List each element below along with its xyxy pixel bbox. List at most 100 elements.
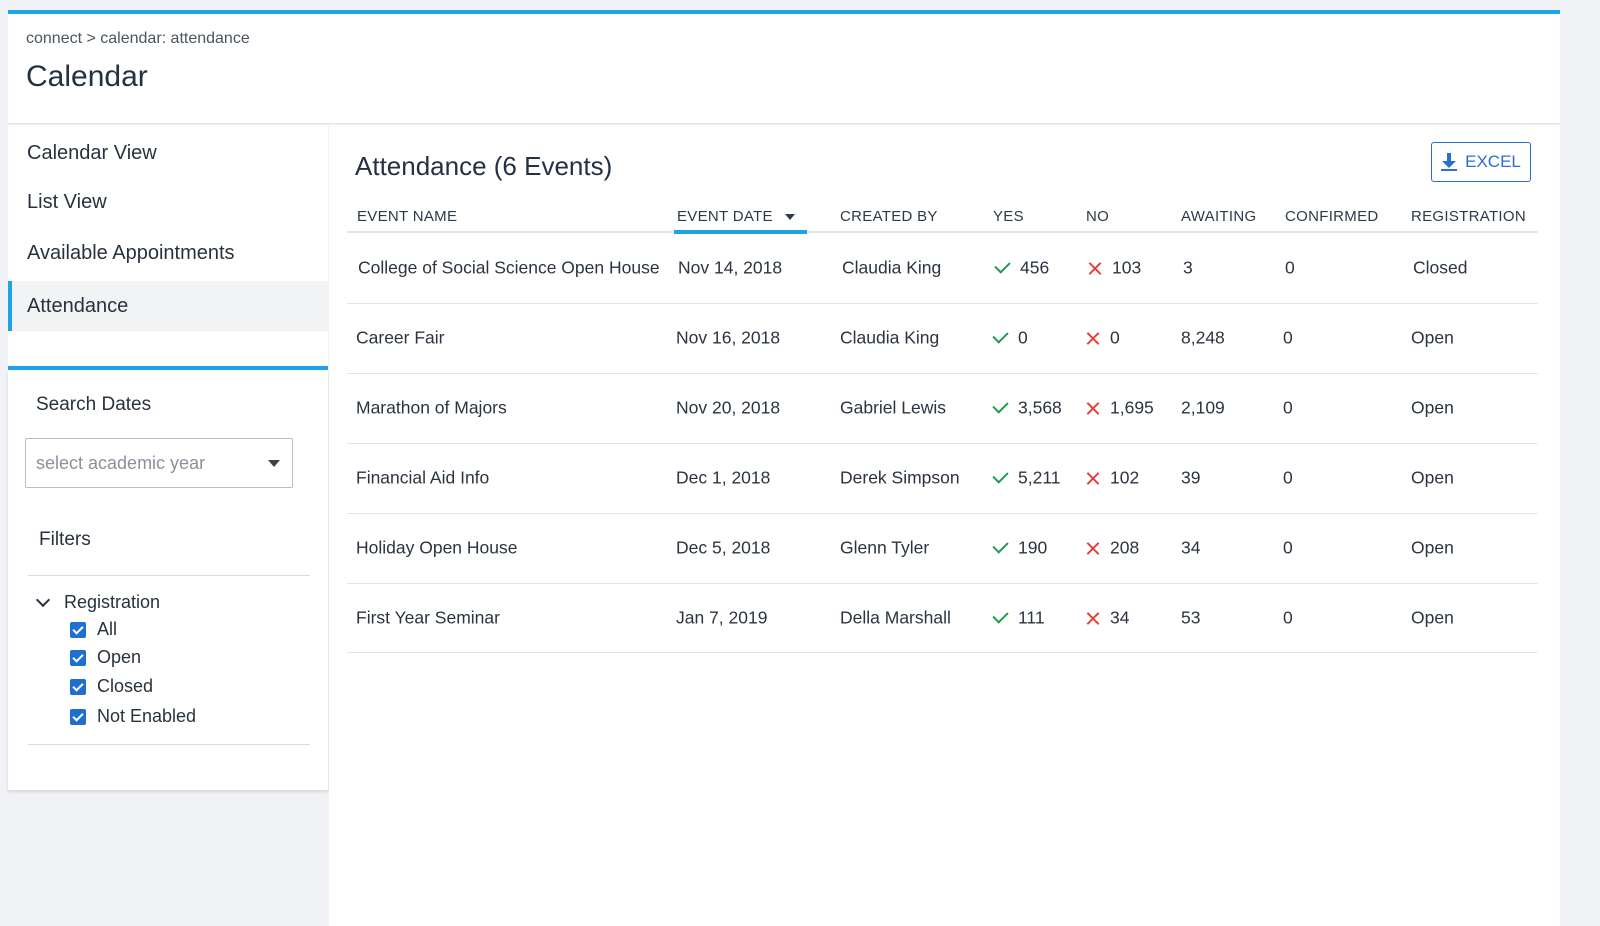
close-x-icon <box>1086 541 1100 555</box>
yes-count-cell: 5,211 <box>992 467 1061 489</box>
breadcrumb: connect > calendar: attendance <box>26 30 250 47</box>
no-count-cell: 102 <box>1086 468 1139 489</box>
column-header-event-date[interactable]: EVENT DATE <box>677 208 795 225</box>
sort-indicator-underline <box>674 230 807 234</box>
row-divider <box>347 652 1538 653</box>
yes-count: 0 <box>1018 327 1028 348</box>
check-icon <box>994 257 1011 274</box>
check-icon <box>992 607 1009 624</box>
column-header-no[interactable]: NO <box>1086 208 1110 225</box>
search-dates-label: Search Dates <box>36 394 152 415</box>
registration-status-cell: Closed <box>1413 257 1468 278</box>
created-by-cell: Glenn Tyler <box>840 537 930 558</box>
awaiting-cell: 34 <box>1181 537 1201 558</box>
sidebar-item-list-view[interactable]: List View <box>27 190 107 213</box>
no-count: 208 <box>1110 537 1140 558</box>
no-count-cell: 34 <box>1086 608 1129 629</box>
table-header-divider <box>347 231 1538 233</box>
caret-down-icon <box>268 460 280 467</box>
registration-group-toggle[interactable]: Registration <box>35 592 161 613</box>
column-header-event-name[interactable]: EVENT NAME <box>357 208 458 225</box>
row-divider <box>347 513 1538 514</box>
registration-group-label: Registration <box>64 592 161 612</box>
sidebar-divider <box>8 366 328 370</box>
filter-checkbox-closed[interactable]: Closed <box>70 676 153 697</box>
confirmed-cell: 0 <box>1283 537 1293 558</box>
column-header-awaiting[interactable]: AWAITING <box>1181 208 1257 225</box>
check-icon <box>992 537 1009 554</box>
table-row[interactable]: College of Social Science Open House Nov … <box>347 233 1538 303</box>
registration-status-cell: Open <box>1411 397 1454 418</box>
registration-status-cell: Open <box>1411 607 1454 628</box>
checkbox-checked-icon <box>70 649 86 666</box>
filter-option-label: Open <box>97 647 142 667</box>
column-header-created-by[interactable]: CREATED BY <box>840 208 938 225</box>
column-header-registration[interactable]: REGISTRATION <box>1411 208 1526 225</box>
close-x-icon <box>1086 331 1100 345</box>
check-icon <box>992 467 1009 484</box>
yes-count-cell: 0 <box>992 327 1028 349</box>
sidebar-nav: Calendar View List View Available Appoin… <box>8 125 328 368</box>
yes-count-cell: 111 <box>992 607 1045 629</box>
yes-count-cell: 190 <box>992 537 1047 559</box>
sidebar-item-available-appointments[interactable]: Available Appointments <box>27 241 235 264</box>
confirmed-cell: 0 <box>1283 467 1293 488</box>
yes-count: 3,568 <box>1018 397 1062 418</box>
event-date-cell: Dec 1, 2018 <box>676 467 771 488</box>
sidebar-item-attendance[interactable]: Attendance <box>8 281 328 331</box>
yes-count-cell: 456 <box>994 257 1050 279</box>
table-row[interactable]: Financial Aid Info Dec 1, 2018 Derek Simps… <box>347 443 1538 513</box>
filter-checkbox-not-enabled[interactable]: Not Enabled <box>70 706 196 727</box>
no-count: 0 <box>1110 327 1120 348</box>
filter-option-label: Not Enabled <box>97 706 197 726</box>
column-header-confirmed[interactable]: CONFIRMED <box>1285 208 1379 225</box>
table-row[interactable]: Marathon of Majors Nov 20, 2018 Gabriel Le… <box>347 373 1538 443</box>
filters-bottom-divider <box>28 744 310 745</box>
created-by-cell: Gabriel Lewis <box>840 397 947 418</box>
no-count: 1,695 <box>1110 397 1154 418</box>
filters-divider <box>28 575 310 576</box>
filter-checkbox-open[interactable]: Open <box>70 647 141 668</box>
filter-checkbox-all[interactable]: All <box>70 619 117 640</box>
no-count-cell: 103 <box>1088 258 1141 279</box>
no-count-cell: 0 <box>1086 328 1120 349</box>
top-accent-bar <box>8 10 1560 14</box>
event-name-cell: College of Social Science Open House <box>358 257 660 278</box>
academic-year-select[interactable]: select academic year <box>25 438 293 488</box>
chevron-down-icon <box>35 592 51 607</box>
event-date-cell: Nov 20, 2018 <box>676 397 781 418</box>
row-divider <box>347 583 1538 584</box>
table-row[interactable]: Holiday Open House Dec 5, 2018 Glenn Tyler… <box>347 513 1538 583</box>
event-date-cell: Nov 14, 2018 <box>678 257 783 278</box>
sort-descending-icon <box>784 214 795 221</box>
excel-button-label: EXCEL <box>1465 152 1521 171</box>
confirmed-cell: 0 <box>1283 397 1293 418</box>
sidebar-item-calendar-view[interactable]: Calendar View <box>27 141 157 164</box>
table-row[interactable]: First Year Seminar Jan 7, 2019 Della Marsh… <box>347 583 1538 653</box>
close-x-icon <box>1086 471 1100 485</box>
yes-count: 111 <box>1018 607 1045 628</box>
no-count-cell: 1,695 <box>1086 398 1154 419</box>
check-icon <box>992 327 1009 344</box>
table-row[interactable]: Career Fair Nov 16, 2018 Claudia King 0 0 8,2… <box>347 303 1538 373</box>
event-name-cell: Financial Aid Info <box>356 467 490 488</box>
yes-count: 456 <box>1020 257 1050 278</box>
event-name-cell: First Year Seminar <box>356 607 500 628</box>
confirmed-cell: 0 <box>1283 327 1293 348</box>
event-name-cell: Career Fair <box>356 327 445 348</box>
check-icon <box>992 397 1009 414</box>
excel-export-button[interactable]: EXCEL <box>1431 142 1531 182</box>
row-divider <box>347 443 1538 444</box>
no-count: 102 <box>1110 467 1140 488</box>
academic-year-placeholder: select academic year <box>36 452 206 473</box>
checkbox-checked-icon <box>70 621 86 638</box>
page-header: connect > calendar: attendance Calendar <box>8 14 1560 124</box>
awaiting-cell: 2,109 <box>1181 397 1225 418</box>
event-date-cell: Dec 5, 2018 <box>676 537 771 558</box>
close-x-icon <box>1088 261 1102 275</box>
yes-count-cell: 3,568 <box>992 397 1062 419</box>
awaiting-cell: 8,248 <box>1181 327 1225 348</box>
event-name-cell: Marathon of Majors <box>356 397 507 418</box>
column-header-yes[interactable]: YES <box>993 208 1024 225</box>
filter-option-label: All <box>97 619 118 639</box>
